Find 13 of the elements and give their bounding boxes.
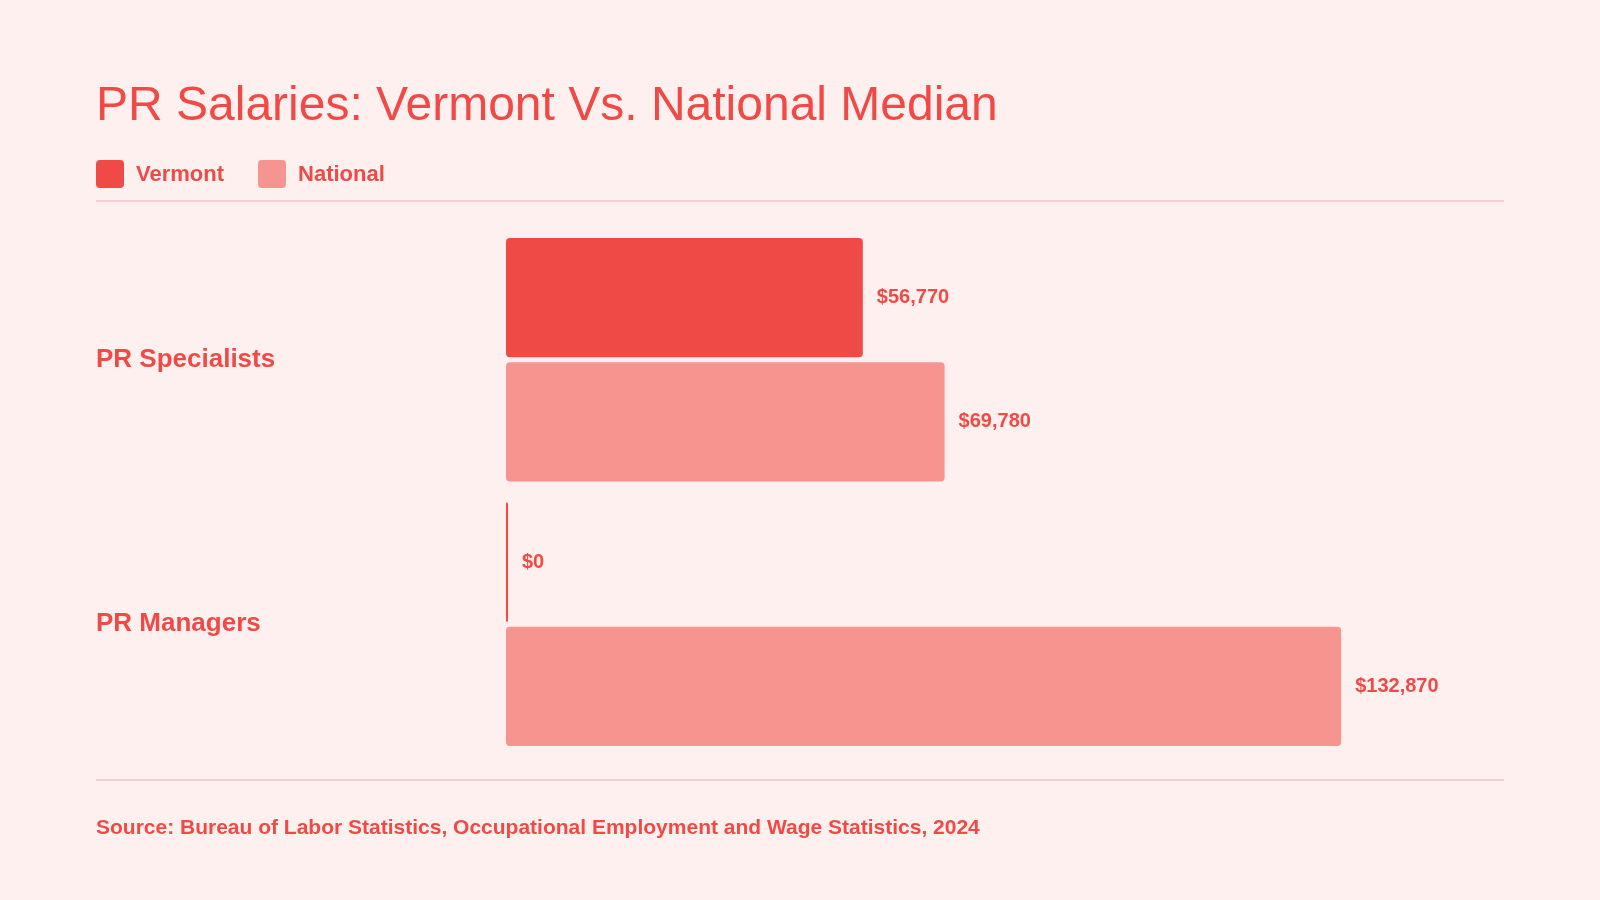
data-label: $132,870 (1355, 673, 1439, 696)
bar (506, 626, 1342, 746)
legend-label: National (298, 161, 385, 187)
y-tick-label: PR Specialists (96, 342, 276, 373)
y-tick-label: PR Managers (96, 607, 261, 638)
legend-label: Vermont (136, 161, 225, 187)
data-label: $56,770 (876, 285, 950, 308)
data-label: $69,780 (958, 409, 1031, 432)
chart-title: PR Salaries: Vermont Vs. National Median (96, 76, 998, 131)
data-label: $0 (522, 549, 545, 572)
bar (506, 238, 863, 358)
bar (506, 362, 945, 482)
source-note: Source: Bureau of Labor Statistics, Occupational Employment and Wage Statistics, 2024 (96, 815, 980, 839)
